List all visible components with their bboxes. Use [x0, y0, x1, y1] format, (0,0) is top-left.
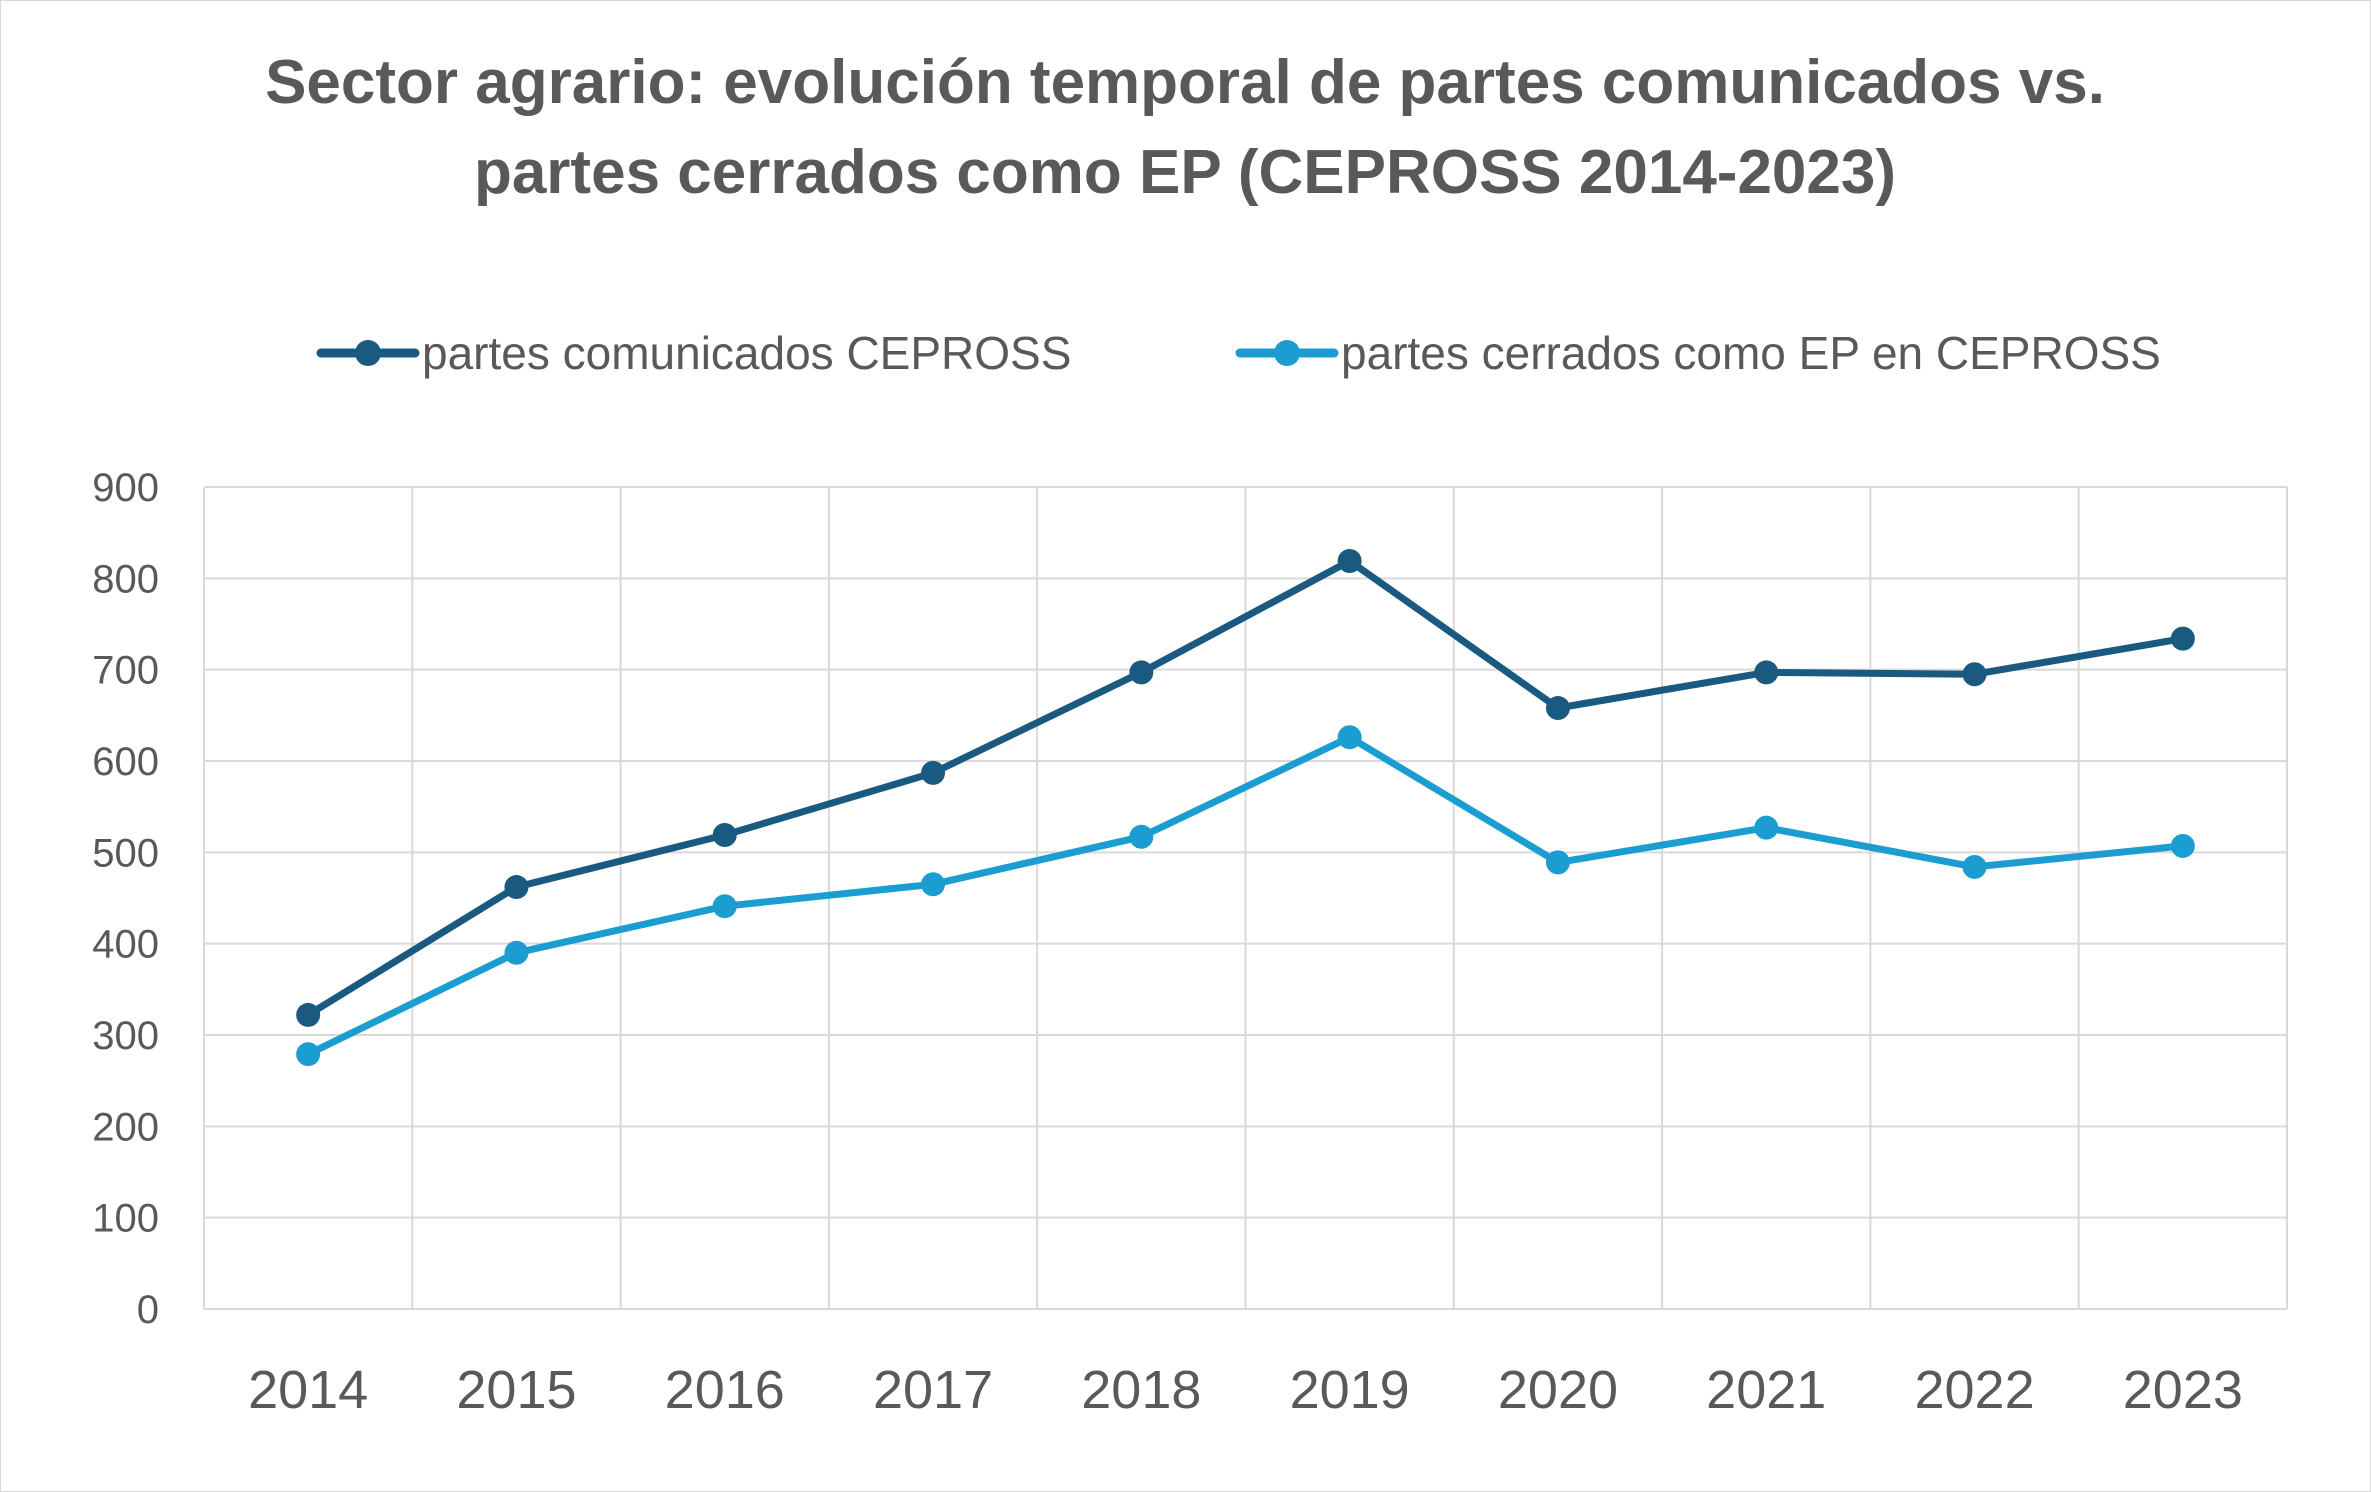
x-tick-label: 2023: [2123, 1360, 2243, 1420]
series-line: [304, 557, 2187, 1019]
data-point: [296, 1002, 321, 1027]
series-line: [304, 733, 2187, 1058]
y-tick-label: 600: [92, 740, 159, 784]
data-point: [1754, 815, 1779, 840]
x-tick-label: 2015: [456, 1360, 576, 1420]
y-tick-label: 100: [92, 1197, 159, 1241]
y-tick-label: 500: [92, 831, 159, 875]
y-tick-label: 200: [92, 1105, 159, 1149]
data-point: [1129, 660, 1154, 685]
legend-marker-series-2: [1274, 340, 1300, 366]
y-tick-label: 700: [92, 649, 159, 693]
axis-labels: 0 100 200 300 400 500 600 700 800 900 2014 2015 2016…: [92, 466, 2243, 1420]
y-tick-label: 0: [137, 1288, 159, 1332]
data-point: [921, 760, 946, 785]
x-tick-label: 2014: [248, 1360, 368, 1420]
y-tick-label: 400: [92, 923, 159, 967]
legend-item-series-1: partes comunicados CEPROSS: [316, 327, 1071, 379]
data-point: [921, 872, 946, 897]
y-tick-label: 800: [92, 557, 159, 601]
x-tick-label: 2017: [873, 1360, 993, 1420]
legend-label-series-2: partes cerrados como EP en CEPROSS: [1341, 327, 2161, 379]
legend-item-series-2: partes cerrados como EP en CEPROSS: [1235, 327, 2161, 379]
data-point: [712, 822, 737, 847]
data-point: [296, 1042, 321, 1067]
data-point: [1962, 854, 1987, 879]
data-point: [504, 875, 529, 900]
chart-title-line-1: Sector agrario: evolución temporal de pa…: [265, 48, 2105, 117]
x-tick-label: 2021: [1706, 1360, 1826, 1420]
y-tick-label: 300: [92, 1014, 159, 1058]
series-lines: [296, 548, 2195, 1067]
x-tick-label: 2016: [665, 1360, 785, 1420]
data-point: [1337, 725, 1362, 750]
data-point: [1337, 548, 1362, 573]
data-point: [1129, 824, 1154, 849]
data-point: [1754, 660, 1779, 685]
legend-label-series-1: partes comunicados CEPROSS: [422, 327, 1071, 379]
y-tick-label: 900: [92, 466, 159, 510]
chart-title-line-2: partes cerrados como EP (CEPROSS 2014-20…: [474, 138, 1896, 207]
data-point: [504, 940, 529, 965]
data-point: [2170, 626, 2195, 651]
x-tick-label: 2018: [1081, 1360, 1201, 1420]
legend-marker-series-1: [355, 340, 381, 366]
x-tick-label: 2020: [1498, 1360, 1618, 1420]
series-2: [296, 725, 2195, 1067]
grid: [203, 486, 2288, 1310]
data-point: [1545, 850, 1570, 875]
data-point: [1545, 696, 1570, 721]
data-point: [712, 894, 737, 919]
x-tick-label: 2022: [1914, 1360, 2034, 1420]
legend: partes comunicados CEPROSS partes cerrad…: [316, 327, 2161, 379]
x-tick-label: 2019: [1290, 1360, 1410, 1420]
data-point: [2170, 833, 2195, 858]
data-point: [1962, 662, 1987, 687]
series-1: [296, 548, 2195, 1027]
